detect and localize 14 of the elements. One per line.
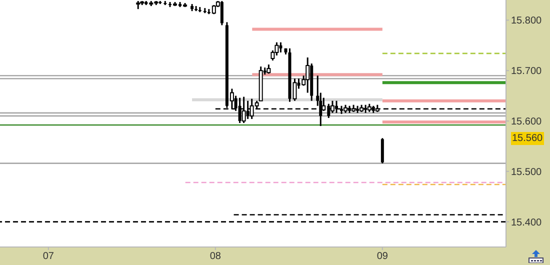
y-tick-label: 15.800 xyxy=(511,16,542,27)
y-tick-label: 15.600 xyxy=(511,116,542,128)
y-tick-label: 15.700 xyxy=(511,66,542,78)
candlestick xyxy=(274,42,279,56)
y-tick-label: 15.500 xyxy=(511,166,542,178)
x-tick-label: 07 xyxy=(42,251,54,262)
x-tick-label: 09 xyxy=(376,251,388,262)
candlestick xyxy=(220,0,224,26)
y-tick-label: 15.400 xyxy=(511,217,542,228)
candlestick xyxy=(266,64,271,74)
x-tick-label: 08 xyxy=(210,251,222,262)
candlestick xyxy=(212,4,216,15)
candlestick xyxy=(380,137,384,164)
text: 15.560 xyxy=(511,132,544,145)
